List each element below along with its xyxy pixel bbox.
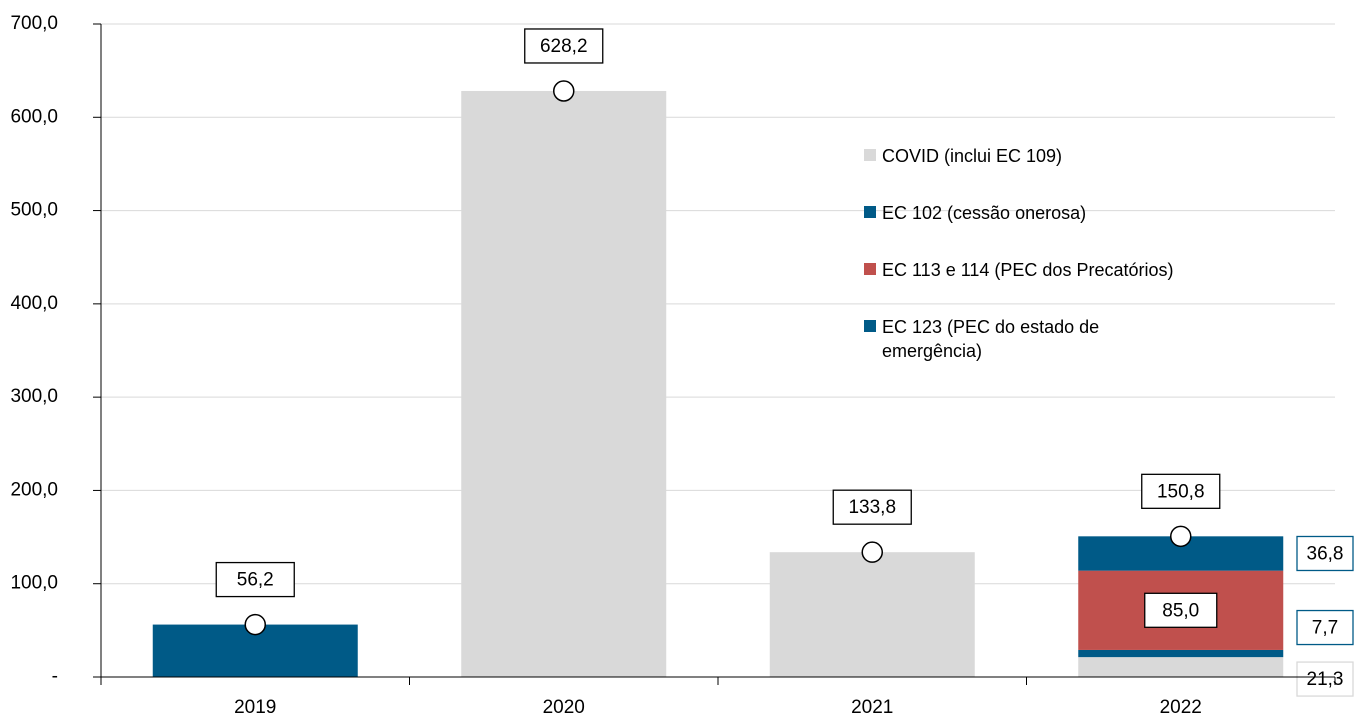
legend-label: COVID (inclui EC 109) xyxy=(882,146,1063,166)
legend-swatch xyxy=(864,206,876,218)
x-tick-label: 2019 xyxy=(234,697,276,718)
total-label-box xyxy=(1141,473,1221,509)
segment-label-box xyxy=(1296,661,1354,697)
x-tick-label: 2020 xyxy=(543,697,585,718)
segment-label-box xyxy=(1296,535,1354,572)
legend: COVID (inclui EC 109) EC 102 (cessão oner… xyxy=(864,144,1264,396)
total-label-box xyxy=(215,561,295,598)
legend-swatch xyxy=(864,149,876,161)
total-label: 56,2 xyxy=(237,570,274,591)
total-label: 133,8 xyxy=(848,497,896,518)
total-marker xyxy=(861,541,883,563)
x-tick-label: 2021 xyxy=(851,697,893,718)
x-tick-label: 2022 xyxy=(1160,697,1202,718)
segment-label-box xyxy=(1296,609,1354,646)
legend-label: EC 113 e 114 (PEC dos Precatórios) xyxy=(882,260,1174,280)
segment-label: 7,7 xyxy=(1312,618,1338,639)
total-label: 150,8 xyxy=(1157,481,1205,502)
y-tick-label: 400,0 xyxy=(10,293,58,314)
y-tick-label: 300,0 xyxy=(10,386,58,407)
y-tick-label: 500,0 xyxy=(10,200,58,221)
legend-item: EC 102 (cessão onerosa) xyxy=(864,201,1264,225)
y-tick-label: 100,0 xyxy=(10,573,58,594)
segment-label: 85,0 xyxy=(1162,600,1199,621)
y-tick-label: 200,0 xyxy=(10,479,58,500)
bar-segment xyxy=(1078,657,1284,677)
total-label-box xyxy=(832,489,912,525)
bar-segment xyxy=(461,90,667,678)
total-marker xyxy=(553,80,575,102)
segment-label: 36,8 xyxy=(1307,544,1344,565)
bar-segment xyxy=(1078,649,1284,658)
legend-item: EC 113 e 114 (PEC dos Precatórios) xyxy=(864,258,1264,282)
total-marker xyxy=(244,613,266,636)
legend-label: EC 102 (cessão onerosa) xyxy=(882,203,1087,223)
total-label-box xyxy=(524,28,604,64)
y-tick-label: - xyxy=(52,666,58,687)
legend-swatch xyxy=(864,263,876,275)
bar-segment xyxy=(769,552,975,677)
legend-swatch xyxy=(864,320,876,332)
segment-label-box xyxy=(1144,592,1218,628)
total-marker xyxy=(1170,525,1192,548)
y-tick-label: 600,0 xyxy=(10,106,58,127)
y-tick-label: 700,0 xyxy=(10,13,58,34)
legend-item: EC 123 (PEC do estado de emergência) xyxy=(864,315,1264,363)
legend-item: COVID (inclui EC 109) xyxy=(864,144,1264,168)
total-label: 628,2 xyxy=(540,36,588,57)
legend-label: EC 123 (PEC do estado de emergência) xyxy=(882,317,1100,361)
segment-label: 21,3 xyxy=(1307,669,1344,690)
